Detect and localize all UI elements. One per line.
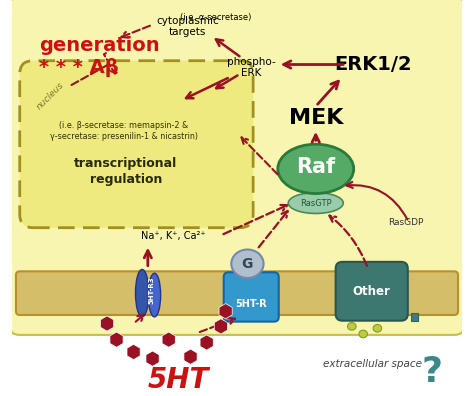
Text: RasGTP: RasGTP bbox=[300, 198, 331, 208]
FancyBboxPatch shape bbox=[16, 271, 458, 315]
FancyBboxPatch shape bbox=[224, 272, 279, 322]
Text: Na⁺, K⁺, Ca²⁺: Na⁺, K⁺, Ca²⁺ bbox=[141, 231, 206, 241]
Text: * * * Aβ: * * * Aβ bbox=[39, 58, 118, 77]
Text: extracellular space: extracellular space bbox=[323, 359, 422, 369]
Text: Other: Other bbox=[353, 285, 391, 298]
Ellipse shape bbox=[148, 273, 161, 317]
FancyBboxPatch shape bbox=[9, 0, 465, 335]
Text: 5HT-R: 5HT-R bbox=[236, 299, 267, 308]
Polygon shape bbox=[200, 335, 213, 350]
Polygon shape bbox=[127, 345, 140, 360]
Polygon shape bbox=[162, 332, 175, 347]
Text: 5HT: 5HT bbox=[147, 366, 209, 394]
Text: ?: ? bbox=[422, 355, 443, 389]
Text: ERK1/2: ERK1/2 bbox=[334, 55, 411, 74]
Polygon shape bbox=[214, 319, 228, 334]
Ellipse shape bbox=[373, 324, 382, 332]
Text: RasGDP: RasGDP bbox=[388, 217, 424, 227]
Text: generation: generation bbox=[39, 36, 159, 55]
Text: G: G bbox=[242, 257, 253, 271]
Text: (i.e. α-secretase): (i.e. α-secretase) bbox=[181, 13, 252, 21]
FancyBboxPatch shape bbox=[336, 262, 408, 321]
Text: (i.e. β-secretase: memapsin-2 &
γ-secretase: presenilin-1 & nicastrin): (i.e. β-secretase: memapsin-2 & γ-secret… bbox=[50, 120, 198, 141]
Text: nucleus: nucleus bbox=[35, 80, 66, 111]
Ellipse shape bbox=[278, 144, 354, 194]
Text: Raf: Raf bbox=[296, 157, 335, 177]
Polygon shape bbox=[219, 304, 232, 319]
Bar bbox=[410, 313, 418, 321]
Ellipse shape bbox=[347, 323, 356, 330]
FancyBboxPatch shape bbox=[20, 61, 253, 228]
Ellipse shape bbox=[136, 269, 149, 317]
Ellipse shape bbox=[288, 192, 343, 213]
Text: transcriptional
regulation: transcriptional regulation bbox=[74, 157, 178, 186]
Ellipse shape bbox=[359, 330, 367, 338]
Polygon shape bbox=[184, 349, 197, 364]
Polygon shape bbox=[110, 332, 123, 347]
Ellipse shape bbox=[231, 249, 264, 278]
Text: cytoplasmic
targets: cytoplasmic targets bbox=[156, 16, 219, 37]
Polygon shape bbox=[146, 351, 159, 366]
Text: 5HT-R3: 5HT-R3 bbox=[149, 276, 155, 304]
Polygon shape bbox=[100, 316, 114, 331]
Text: phospho-
ERK: phospho- ERK bbox=[227, 57, 275, 78]
Text: MEK: MEK bbox=[289, 108, 343, 128]
